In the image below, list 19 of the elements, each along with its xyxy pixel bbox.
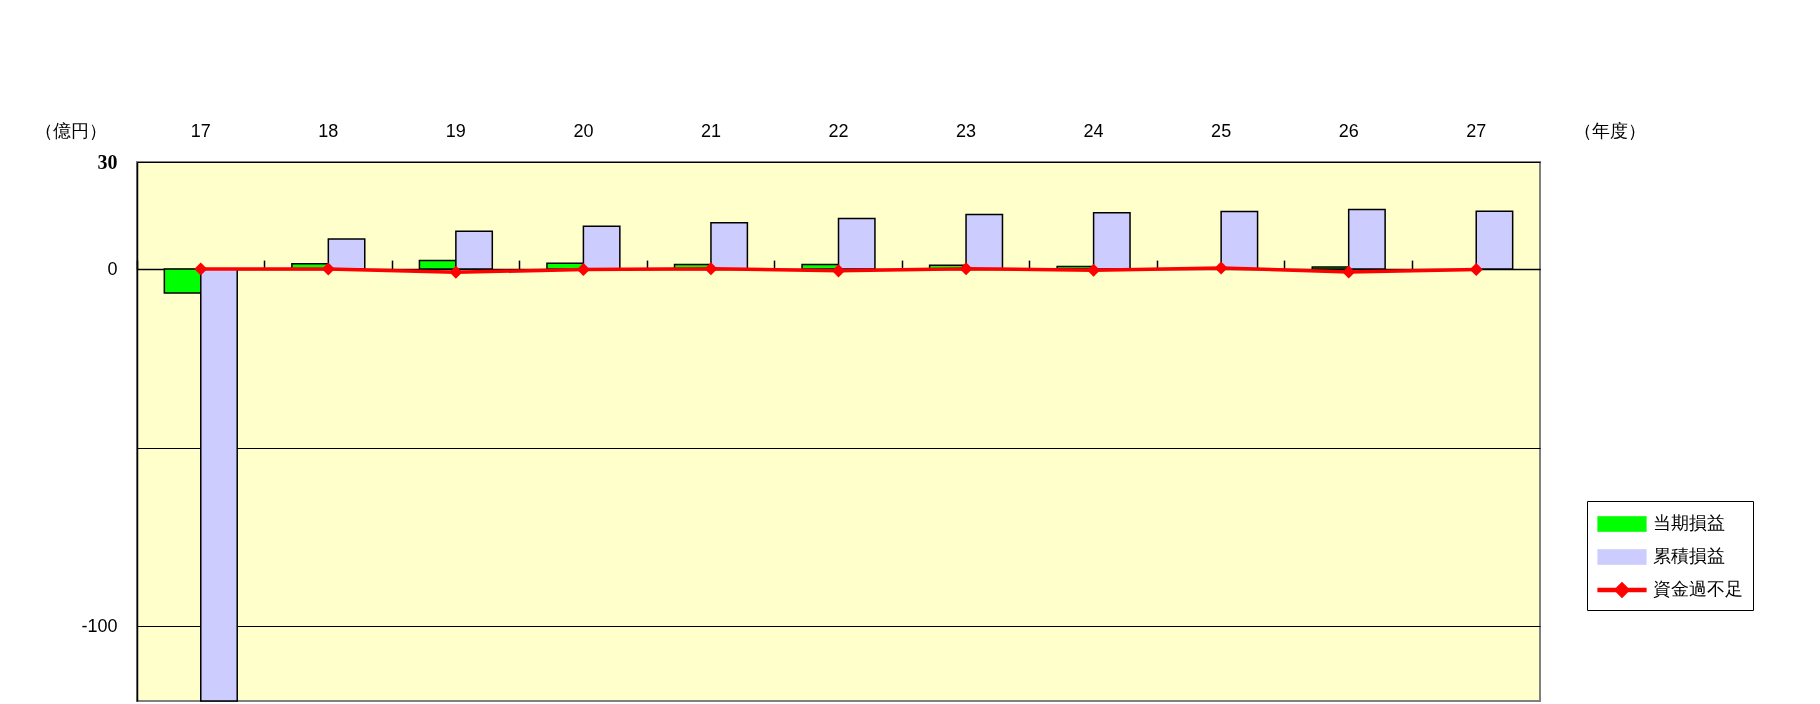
x-tick-label: 18 (318, 120, 339, 141)
x-tick-label: 25 (1211, 120, 1232, 141)
legend-label: 当期損益 (1653, 513, 1725, 533)
x-tick-label: 23 (956, 120, 977, 141)
x-tick-label: 24 (1083, 120, 1104, 141)
x-tick-label: 20 (573, 120, 594, 141)
x-tick-label: 26 (1338, 120, 1359, 141)
y-tick-label: 30 (97, 150, 118, 173)
y-tick-label: 0 (107, 258, 118, 279)
x-axis-title: （年度） (1573, 120, 1646, 141)
x-tick-label: 21 (700, 120, 721, 141)
legend-label: 累積損益 (1653, 546, 1725, 566)
x-tick-label: 17 (190, 120, 211, 141)
x-tick-label: 19 (445, 120, 466, 141)
x-tick-label: 27 (1466, 120, 1487, 141)
y-axis-title: （億円） (34, 120, 107, 141)
legend-label: 資金過不足 (1653, 579, 1743, 599)
x-tick-label: 22 (828, 120, 849, 141)
y-tick-label: -100 (81, 615, 118, 636)
